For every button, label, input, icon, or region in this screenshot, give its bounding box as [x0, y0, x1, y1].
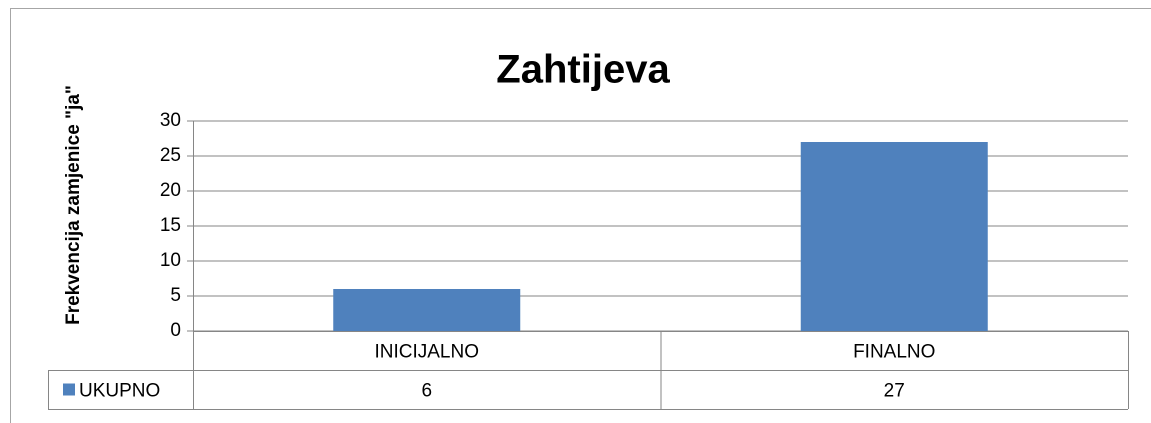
x-tick-label: INICIJALNO	[374, 342, 479, 363]
y-tick-label: 20	[160, 180, 181, 201]
legend-swatch	[63, 383, 75, 396]
bar	[333, 289, 521, 331]
x-tick-label: FINALNO	[853, 342, 935, 363]
chart-border	[10, 8, 1151, 423]
chart-title: Zahtijeva	[496, 48, 670, 92]
y-tick-label: 5	[170, 285, 181, 306]
y-tick-label: 25	[160, 145, 181, 166]
y-tick-label: 15	[160, 215, 181, 236]
y-axis-label: Frekvencija zamjenice "ja"	[63, 85, 84, 325]
data-table-value: 6	[421, 381, 432, 402]
bar	[800, 142, 988, 331]
legend-label: UKUPNO	[79, 381, 160, 402]
y-tick-label: 10	[160, 250, 181, 271]
y-tick-label: 30	[160, 110, 181, 131]
data-table-value: 27	[884, 381, 905, 402]
y-tick-label: 0	[170, 320, 181, 341]
